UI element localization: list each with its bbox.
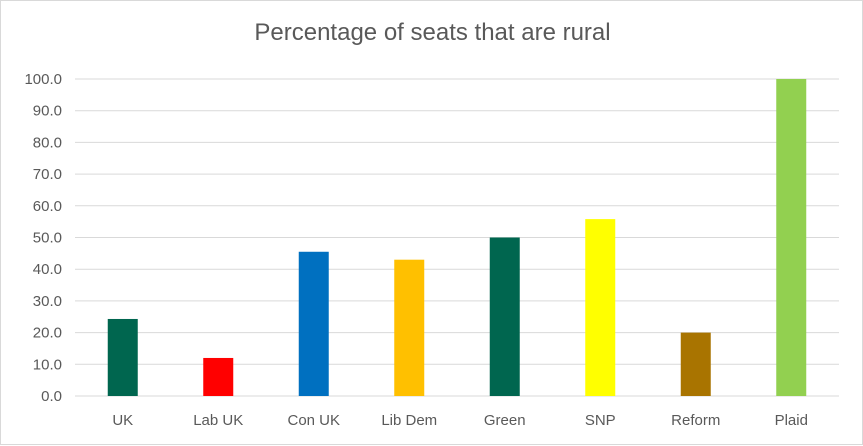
x-tick-label: Con UK (287, 412, 340, 429)
x-tick-label: UK (112, 412, 133, 429)
x-tick-label: SNP (585, 412, 616, 429)
x-tick-label: Lib Dem (381, 412, 437, 429)
x-tick-label: Reform (671, 412, 720, 429)
y-tick-label: 40.0 (33, 261, 62, 278)
y-tick-label: 80.0 (33, 134, 62, 151)
y-tick-label: 60.0 (33, 198, 62, 215)
bar-con-uk (298, 251, 329, 396)
bar-lib-dem (394, 259, 425, 396)
x-tick-label: Lab UK (193, 412, 243, 429)
bar-lab-uk (203, 357, 234, 396)
x-tick-label: Plaid (775, 412, 808, 429)
y-tick-label: 20.0 (33, 325, 62, 342)
x-tick-label: Green (484, 412, 526, 429)
y-tick-label: 50.0 (33, 230, 62, 247)
y-tick-label: 10.0 (33, 356, 62, 373)
bar-snp (585, 219, 616, 396)
y-tick-label: 100.0 (24, 71, 62, 88)
bar-plaid (776, 79, 807, 396)
y-tick-label: 70.0 (33, 166, 62, 183)
chart-title: Percentage of seats that are rural (254, 19, 611, 46)
y-tick-label: 90.0 (33, 103, 62, 120)
bar-uk (107, 318, 138, 396)
y-tick-label: 0.0 (41, 388, 62, 405)
y-tick-label: 30.0 (33, 293, 62, 310)
bar-green (489, 237, 520, 396)
bar-reform (680, 332, 711, 396)
